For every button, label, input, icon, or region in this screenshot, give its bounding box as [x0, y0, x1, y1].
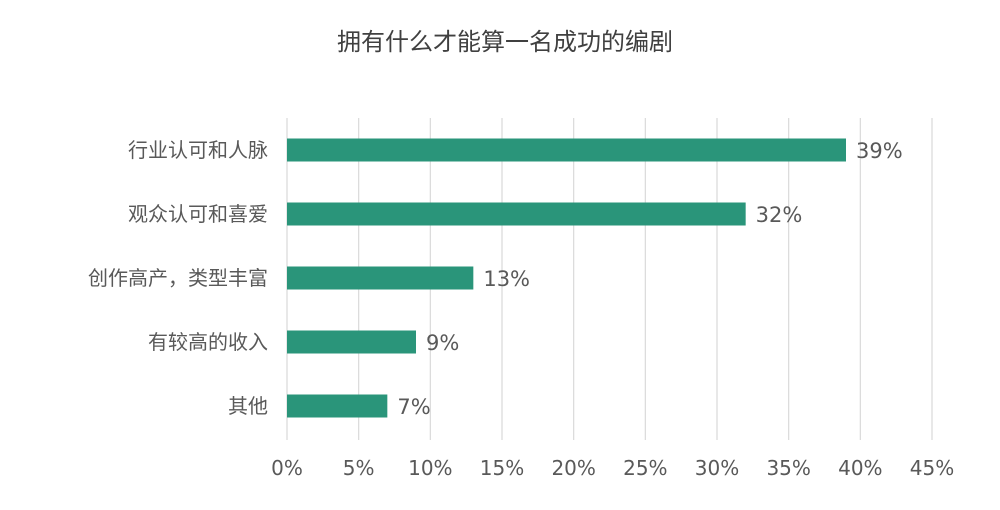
category-label: 有较高的收入	[148, 330, 268, 354]
x-tick-label: 40%	[838, 456, 882, 480]
value-label: 9%	[426, 331, 459, 355]
x-tick-label: 10%	[408, 456, 452, 480]
value-labels: 39% 32% 13% 9% 7%	[397, 139, 902, 419]
x-tick-label: 5%	[343, 456, 375, 480]
x-tick-label: 30%	[695, 456, 739, 480]
grid-lines	[286, 118, 933, 440]
bar	[287, 266, 474, 290]
bar	[287, 330, 416, 354]
bars	[287, 138, 846, 418]
value-label: 7%	[397, 395, 430, 419]
value-label: 32%	[756, 203, 803, 227]
bar	[287, 202, 746, 226]
x-tick-label: 25%	[623, 456, 667, 480]
bar	[287, 138, 846, 162]
value-label: 13%	[483, 267, 530, 291]
category-label: 创作高产，类型丰富	[88, 266, 268, 290]
category-label: 行业认可和人脉	[128, 138, 268, 162]
category-label: 观众认可和喜爱	[128, 202, 268, 226]
value-label: 39%	[856, 139, 903, 163]
bar	[287, 394, 388, 418]
category-label: 其他	[228, 394, 268, 418]
x-tick-labels: 0% 5% 10% 15% 20% 25% 30% 35% 40% 45%	[271, 456, 954, 480]
chart-title: 拥有什么才能算一名成功的编剧	[337, 28, 673, 56]
x-tick-label: 45%	[910, 456, 954, 480]
x-tick-label: 35%	[766, 456, 810, 480]
x-tick-label: 20%	[551, 456, 595, 480]
x-tick-label: 15%	[480, 456, 524, 480]
x-tick-label: 0%	[271, 456, 303, 480]
